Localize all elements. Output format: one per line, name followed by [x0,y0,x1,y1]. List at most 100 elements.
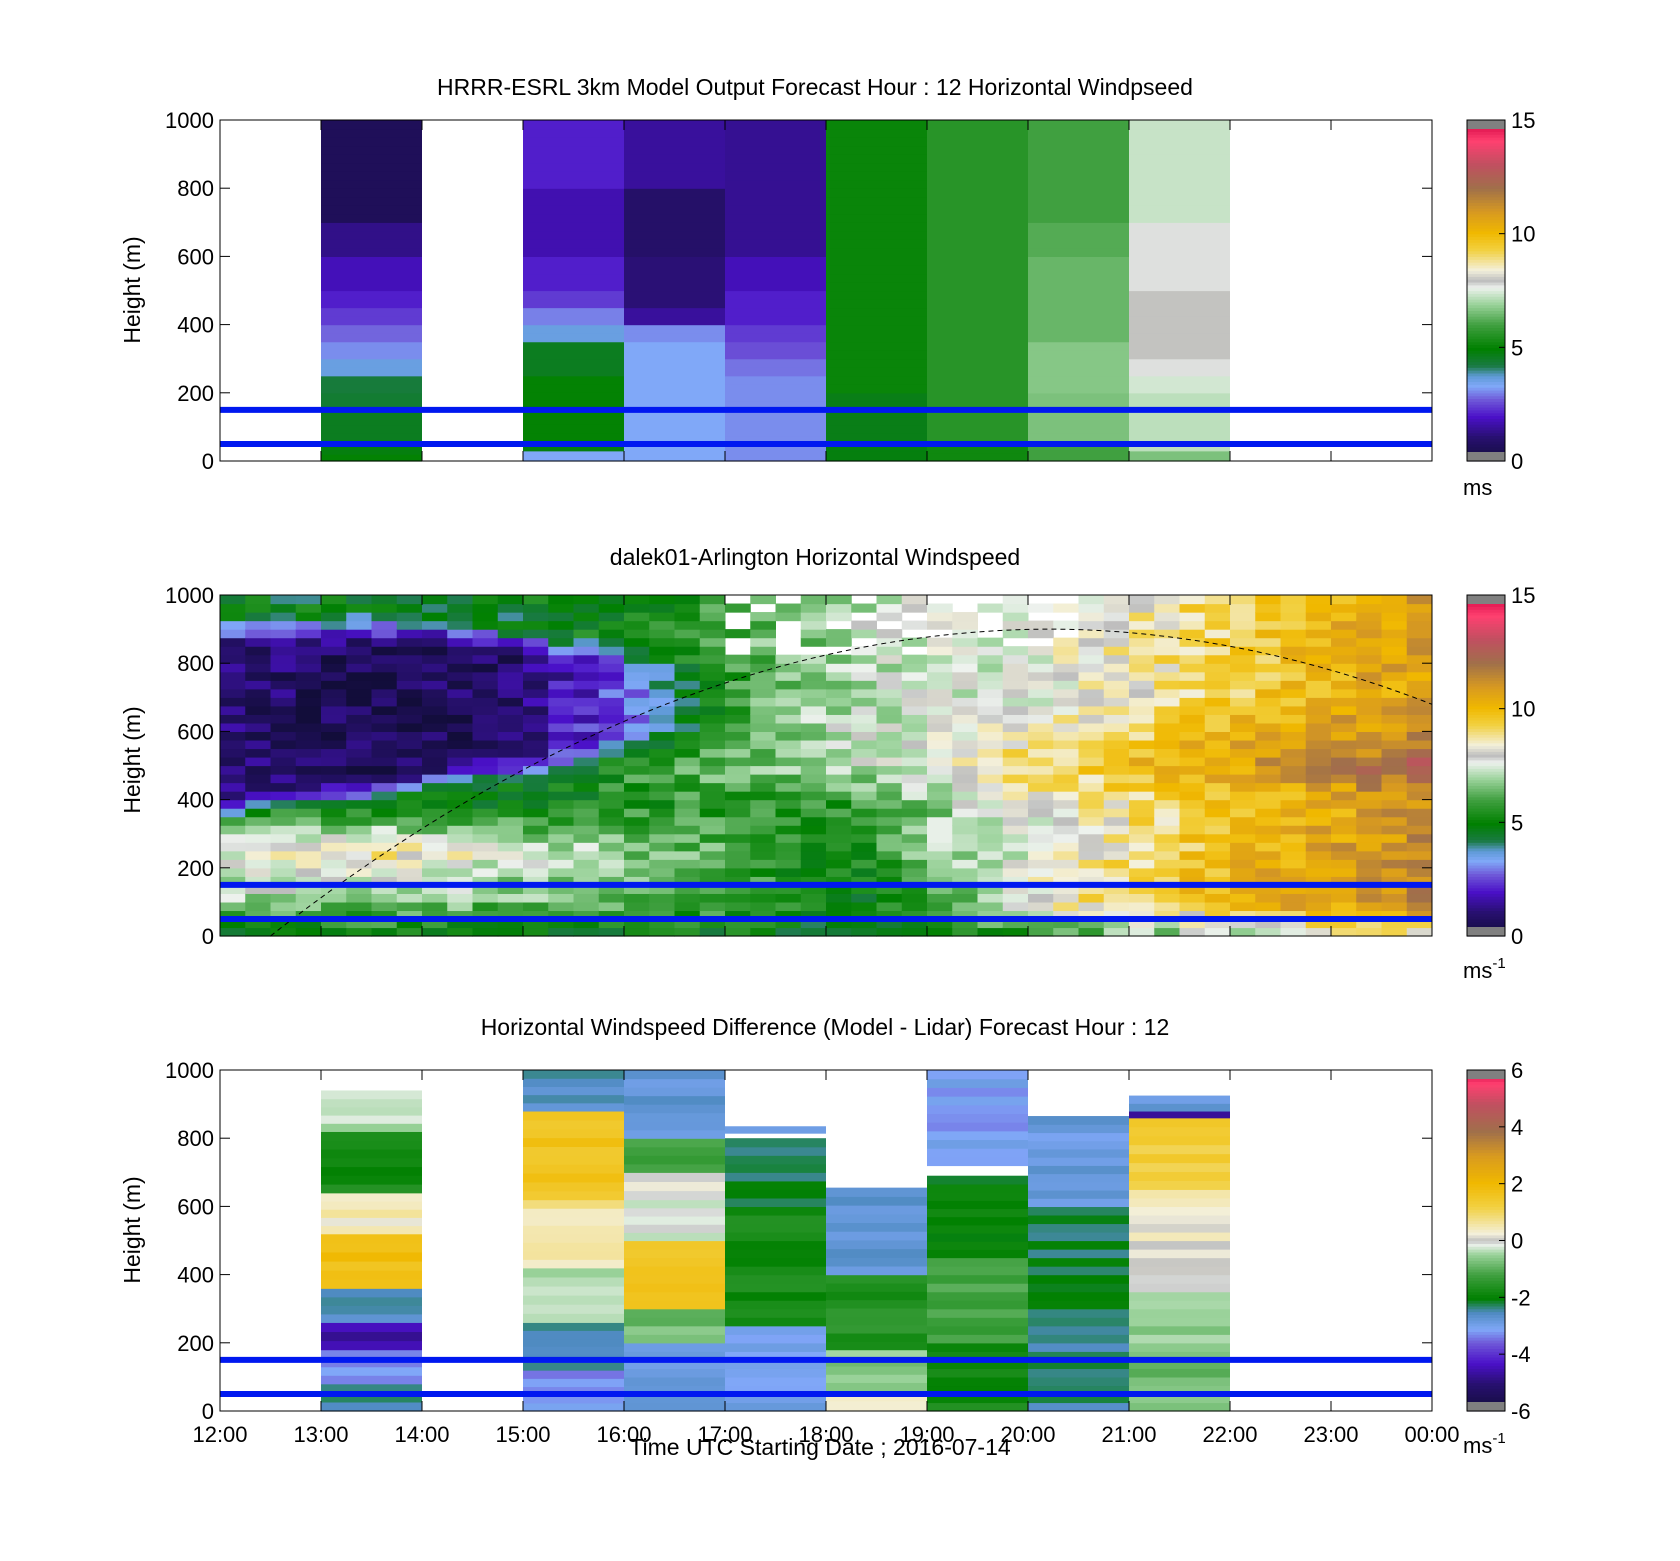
heatmap-cell [927,307,1028,317]
heatmap-cell [422,799,448,809]
heatmap-cell [321,1242,422,1253]
heatmap-cell [321,1140,422,1150]
colorbar-swatch [1467,1388,1505,1392]
heatmap-cell [1204,782,1231,792]
heatmap-cell [1028,154,1129,164]
colorbar-swatch [1467,603,1505,607]
heatmap-cell [548,663,574,673]
heatmap-cell [1028,432,1129,442]
heatmap-cell [826,629,852,639]
heatmap-cell [1406,808,1433,818]
heatmap-cell [1129,120,1230,130]
heatmap-cell [674,637,701,647]
heatmap-cell [725,205,826,215]
heatmap-cell [977,603,1004,613]
colorbar-swatch [1467,213,1505,218]
colorbar-swatch [1467,1285,1505,1290]
heatmap-cell [725,162,826,172]
x-tick-label: 13:00 [293,1422,348,1447]
heatmap-cell [447,697,473,707]
heatmap-cell [1103,842,1130,852]
heatmap-cell [725,731,751,741]
heatmap-cell [523,1181,624,1192]
heatmap-cell [1028,1368,1129,1378]
heatmap-cell [901,910,928,920]
heatmap-cell [295,739,322,750]
heatmap-cell [598,637,625,647]
heatmap-cell [826,663,852,673]
heatmap-cell [624,731,650,741]
heatmap-cell [1129,350,1230,360]
x-tick-label: 23:00 [1303,1422,1358,1447]
heatmap-cell [1129,595,1155,605]
heatmap-cell [447,748,473,758]
heatmap-cell [927,1291,1028,1301]
heatmap-cell [1255,663,1281,673]
heatmap-cell [1028,1140,1129,1150]
heatmap-cell [1129,128,1230,138]
heatmap-cell [1078,705,1105,715]
heatmap-cell [1028,205,1129,215]
heatmap-cell [523,1370,624,1379]
heatmap-cell [1356,799,1382,809]
heatmap-cell [1028,1359,1129,1369]
heatmap-cell [750,833,776,843]
heatmap-cell [1331,910,1357,920]
heatmap-cell [725,1402,826,1412]
heatmap-cell [901,816,928,826]
heatmap-cell [1280,705,1307,715]
heatmap-cell [472,867,499,877]
colorbar-swatch [1467,1382,1505,1387]
heatmap-cell [952,620,978,630]
heatmap-cell [472,680,499,690]
heatmap-cell [1280,816,1307,826]
colorbar-swatch [1467,853,1505,858]
heatmap-cell [422,901,448,912]
heatmap-cell [624,1146,725,1156]
x-tick-label: 17:00 [697,1422,752,1447]
heatmap-cell [1230,893,1256,903]
heatmap-cell [1154,842,1180,852]
heatmap-cell [1381,765,1408,775]
heatmap-cell [977,646,1004,656]
heatmap-cell [876,595,903,605]
heatmap-cell [775,654,802,664]
heatmap-cell [800,910,827,920]
heatmap-cell [1002,595,1029,605]
heatmap-cell [1305,927,1332,937]
colorbar-swatch [1467,688,1505,693]
heatmap-cell [346,748,372,758]
heatmap-cell [1154,603,1180,613]
heatmap-cell [472,654,499,664]
heatmap-cell [826,307,927,317]
heatmap-cell [220,825,246,835]
heatmap-cell [573,646,600,656]
heatmap-cell [245,722,271,733]
heatmap-cell [321,179,422,189]
heatmap-cell [321,239,422,249]
heatmap-cell [220,637,246,647]
heatmap-cell [624,273,725,283]
heatmap-cell [220,688,246,698]
heatmap-cell [1028,392,1129,402]
heatmap-cell [295,876,322,886]
heatmap-cell [447,663,473,673]
heatmap-cell [1053,799,1079,809]
heatmap-cell [775,731,802,741]
heatmap-cell [523,680,549,690]
heatmap-cell [573,918,600,929]
heatmap-cell [371,918,398,929]
heatmap-cell [1028,782,1054,792]
heatmap-cell [1103,654,1130,664]
heatmap-cell [1204,663,1231,673]
heatmap-cell [523,850,549,860]
x-tick-label: 12:00 [192,1422,247,1447]
heatmap-cell [523,774,549,784]
colorbar-swatch [1467,918,1505,923]
heatmap-cell [952,671,978,681]
heatmap-cell [927,1096,1028,1106]
heatmap-cell [1028,1334,1129,1344]
heatmap-cell [245,714,271,724]
heatmap-cell [927,367,1028,377]
heatmap-cell [952,756,978,767]
